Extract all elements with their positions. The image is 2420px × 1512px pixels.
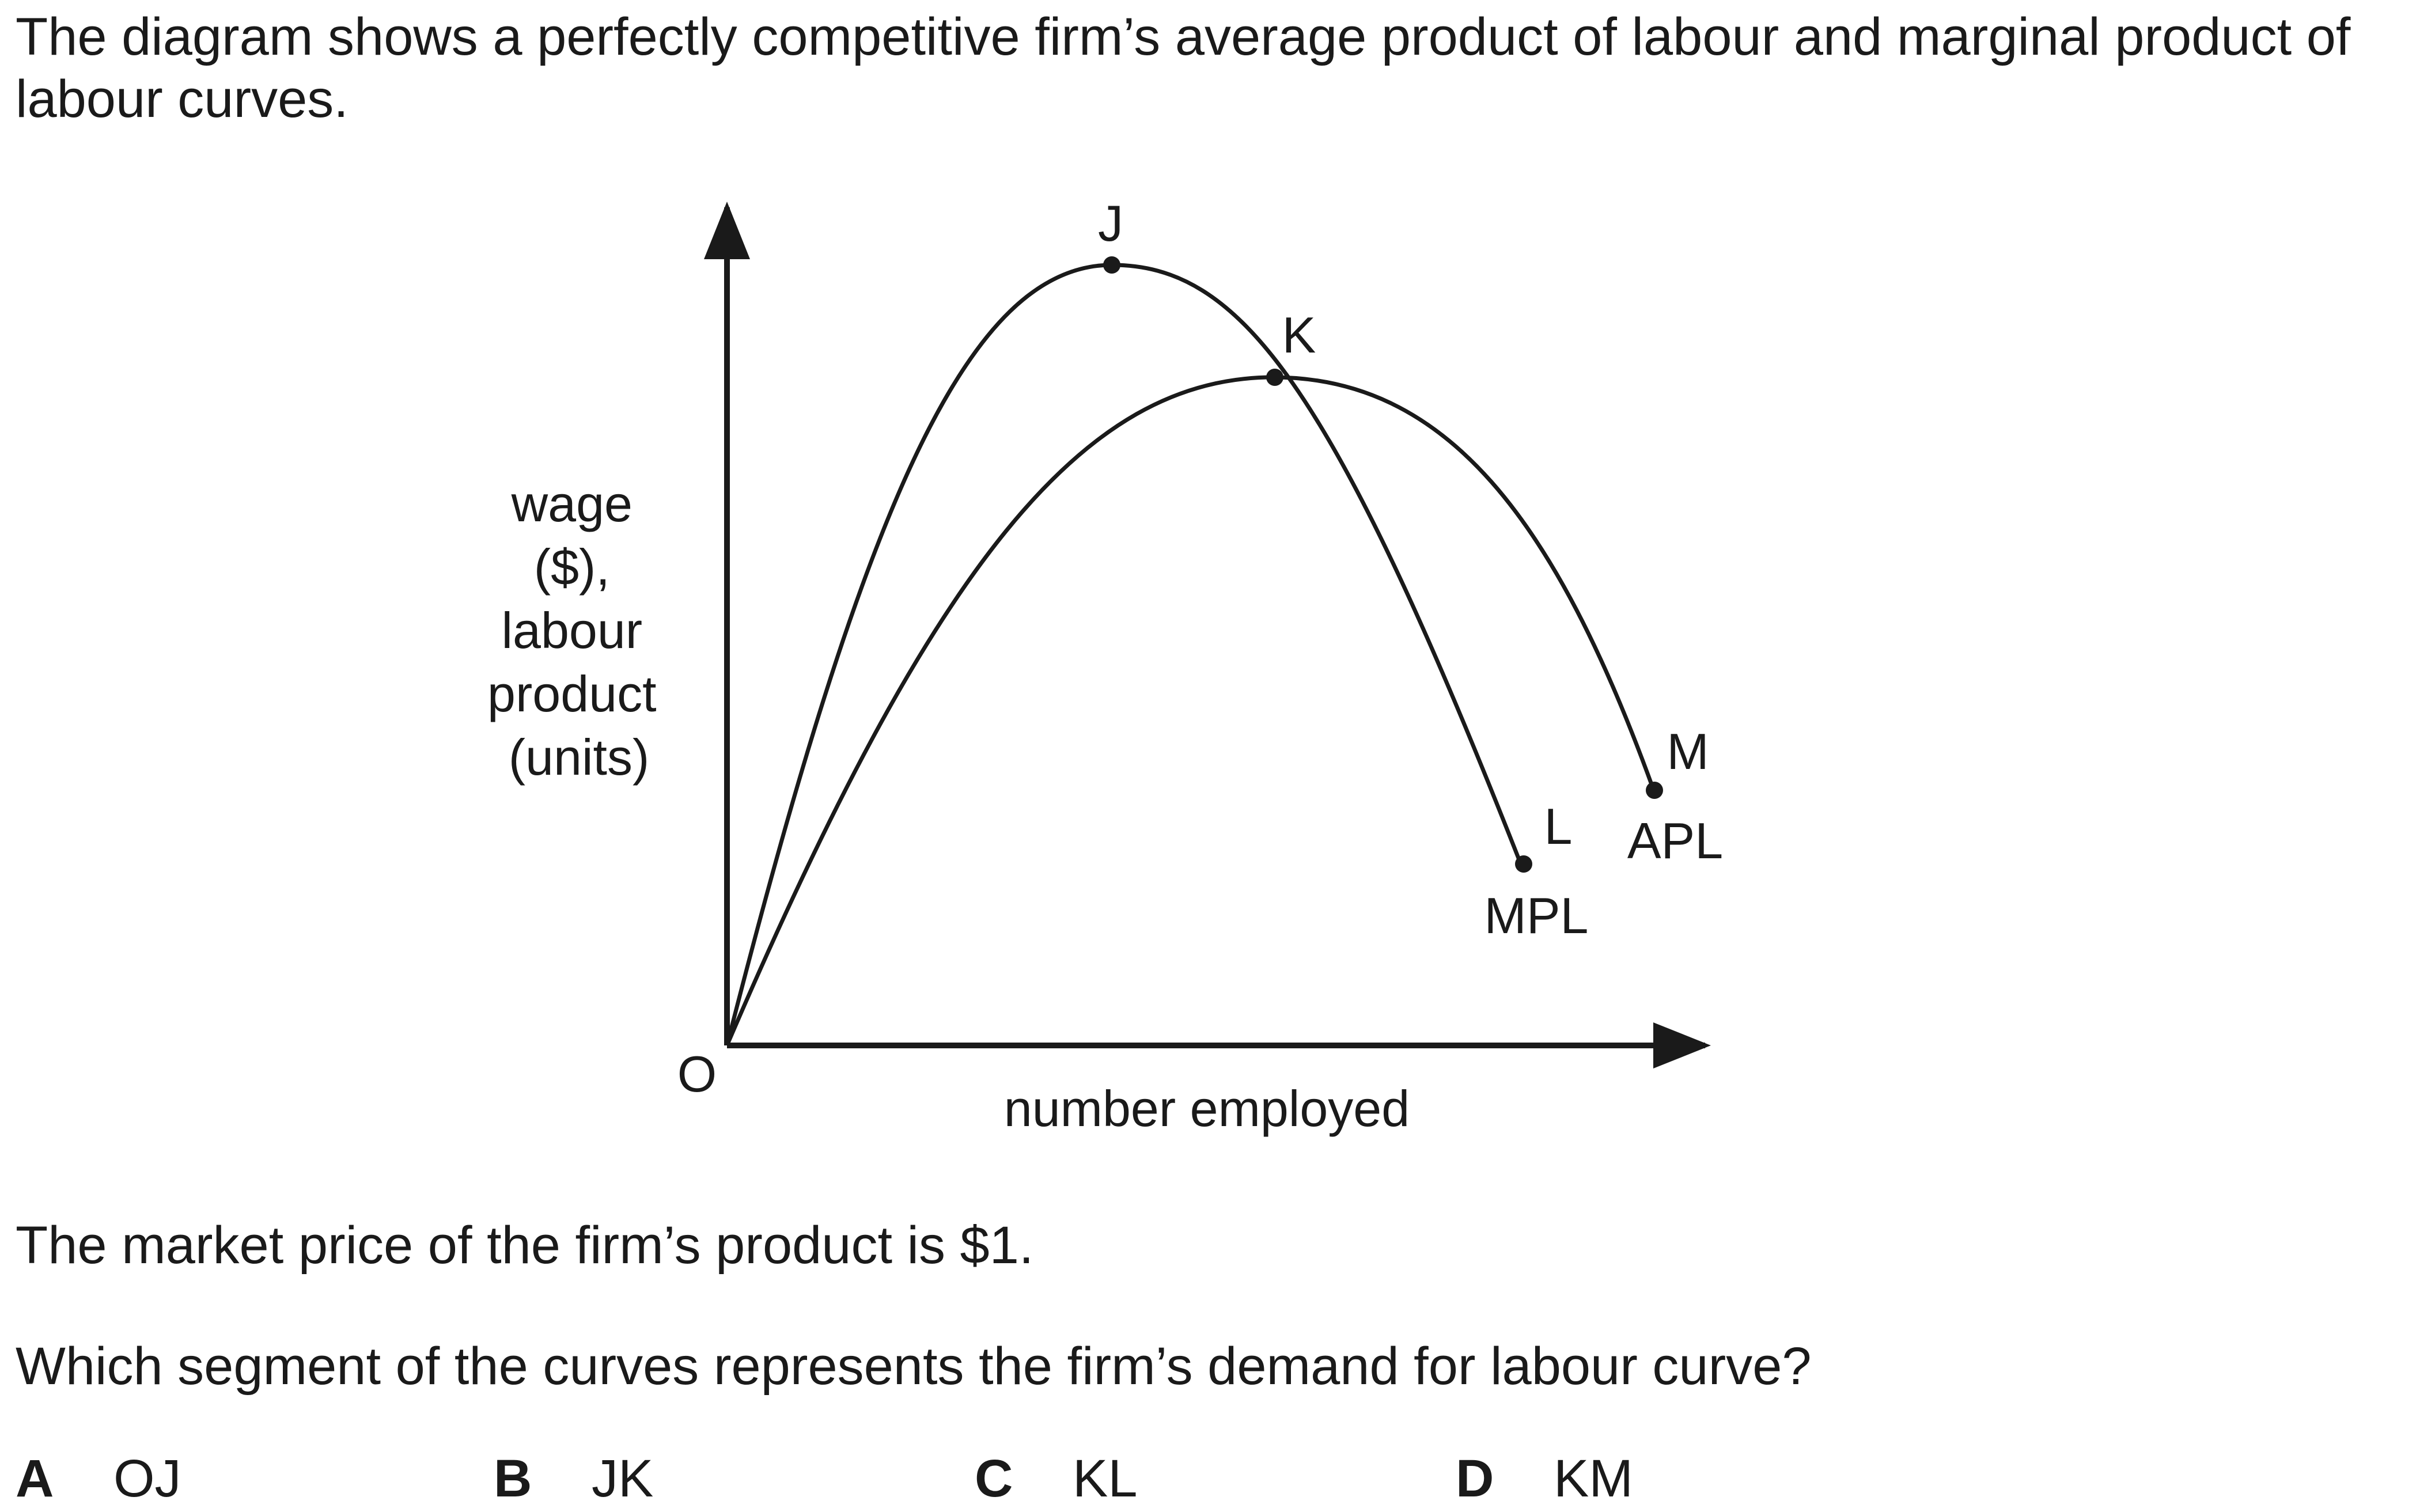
labour-product-diagram: wage ($), labour product (units) J K L M… — [487, 195, 1723, 1137]
mpl-curve — [725, 263, 1523, 1046]
option-text: KL — [1073, 1449, 1138, 1508]
y-axis-label-line: wage — [511, 475, 633, 532]
option-text: KM — [1554, 1449, 1633, 1508]
point-j-label: J — [1098, 195, 1123, 252]
option-a[interactable]: A OJ — [16, 1449, 181, 1509]
apl-curve — [725, 375, 1656, 1047]
option-text: OJ — [113, 1449, 181, 1508]
option-letter: D — [1456, 1449, 1494, 1508]
price-statement: The market price of the firm’s product i… — [16, 1216, 1034, 1275]
point-j — [1103, 256, 1120, 274]
question-prompt: Which segment of the curves represents t… — [16, 1337, 1812, 1396]
x-axis-label: number employed — [1004, 1080, 1410, 1137]
y-axis-label: wage ($), labour product (units) — [487, 475, 671, 786]
point-k — [1266, 369, 1283, 386]
origin-label: O — [677, 1045, 717, 1102]
point-k-label: K — [1282, 306, 1316, 363]
answer-options: A OJ B JK C KL D KM — [16, 1449, 2377, 1509]
question-intro: The diagram shows a perfectly competitiv… — [16, 7, 2351, 128]
option-letter: C — [975, 1449, 1013, 1508]
option-letter: B — [494, 1449, 532, 1508]
point-m-label: M — [1667, 723, 1709, 780]
apl-label: APL — [1627, 812, 1723, 869]
option-b[interactable]: B JK — [494, 1449, 653, 1509]
y-axis-label-line: (units) — [509, 729, 650, 786]
option-d[interactable]: D KM — [1456, 1449, 1633, 1509]
point-l-label: L — [1544, 798, 1573, 855]
point-l — [1515, 855, 1532, 873]
option-c[interactable]: C KL — [975, 1449, 1138, 1509]
y-axis-label-line: labour — [501, 602, 642, 659]
point-m — [1646, 782, 1663, 799]
mpl-label: MPL — [1484, 887, 1589, 944]
option-letter: A — [16, 1449, 54, 1508]
y-axis-label-line: ($), — [534, 539, 610, 596]
y-axis-label-line: product — [487, 665, 657, 722]
option-text: JK — [592, 1449, 654, 1508]
